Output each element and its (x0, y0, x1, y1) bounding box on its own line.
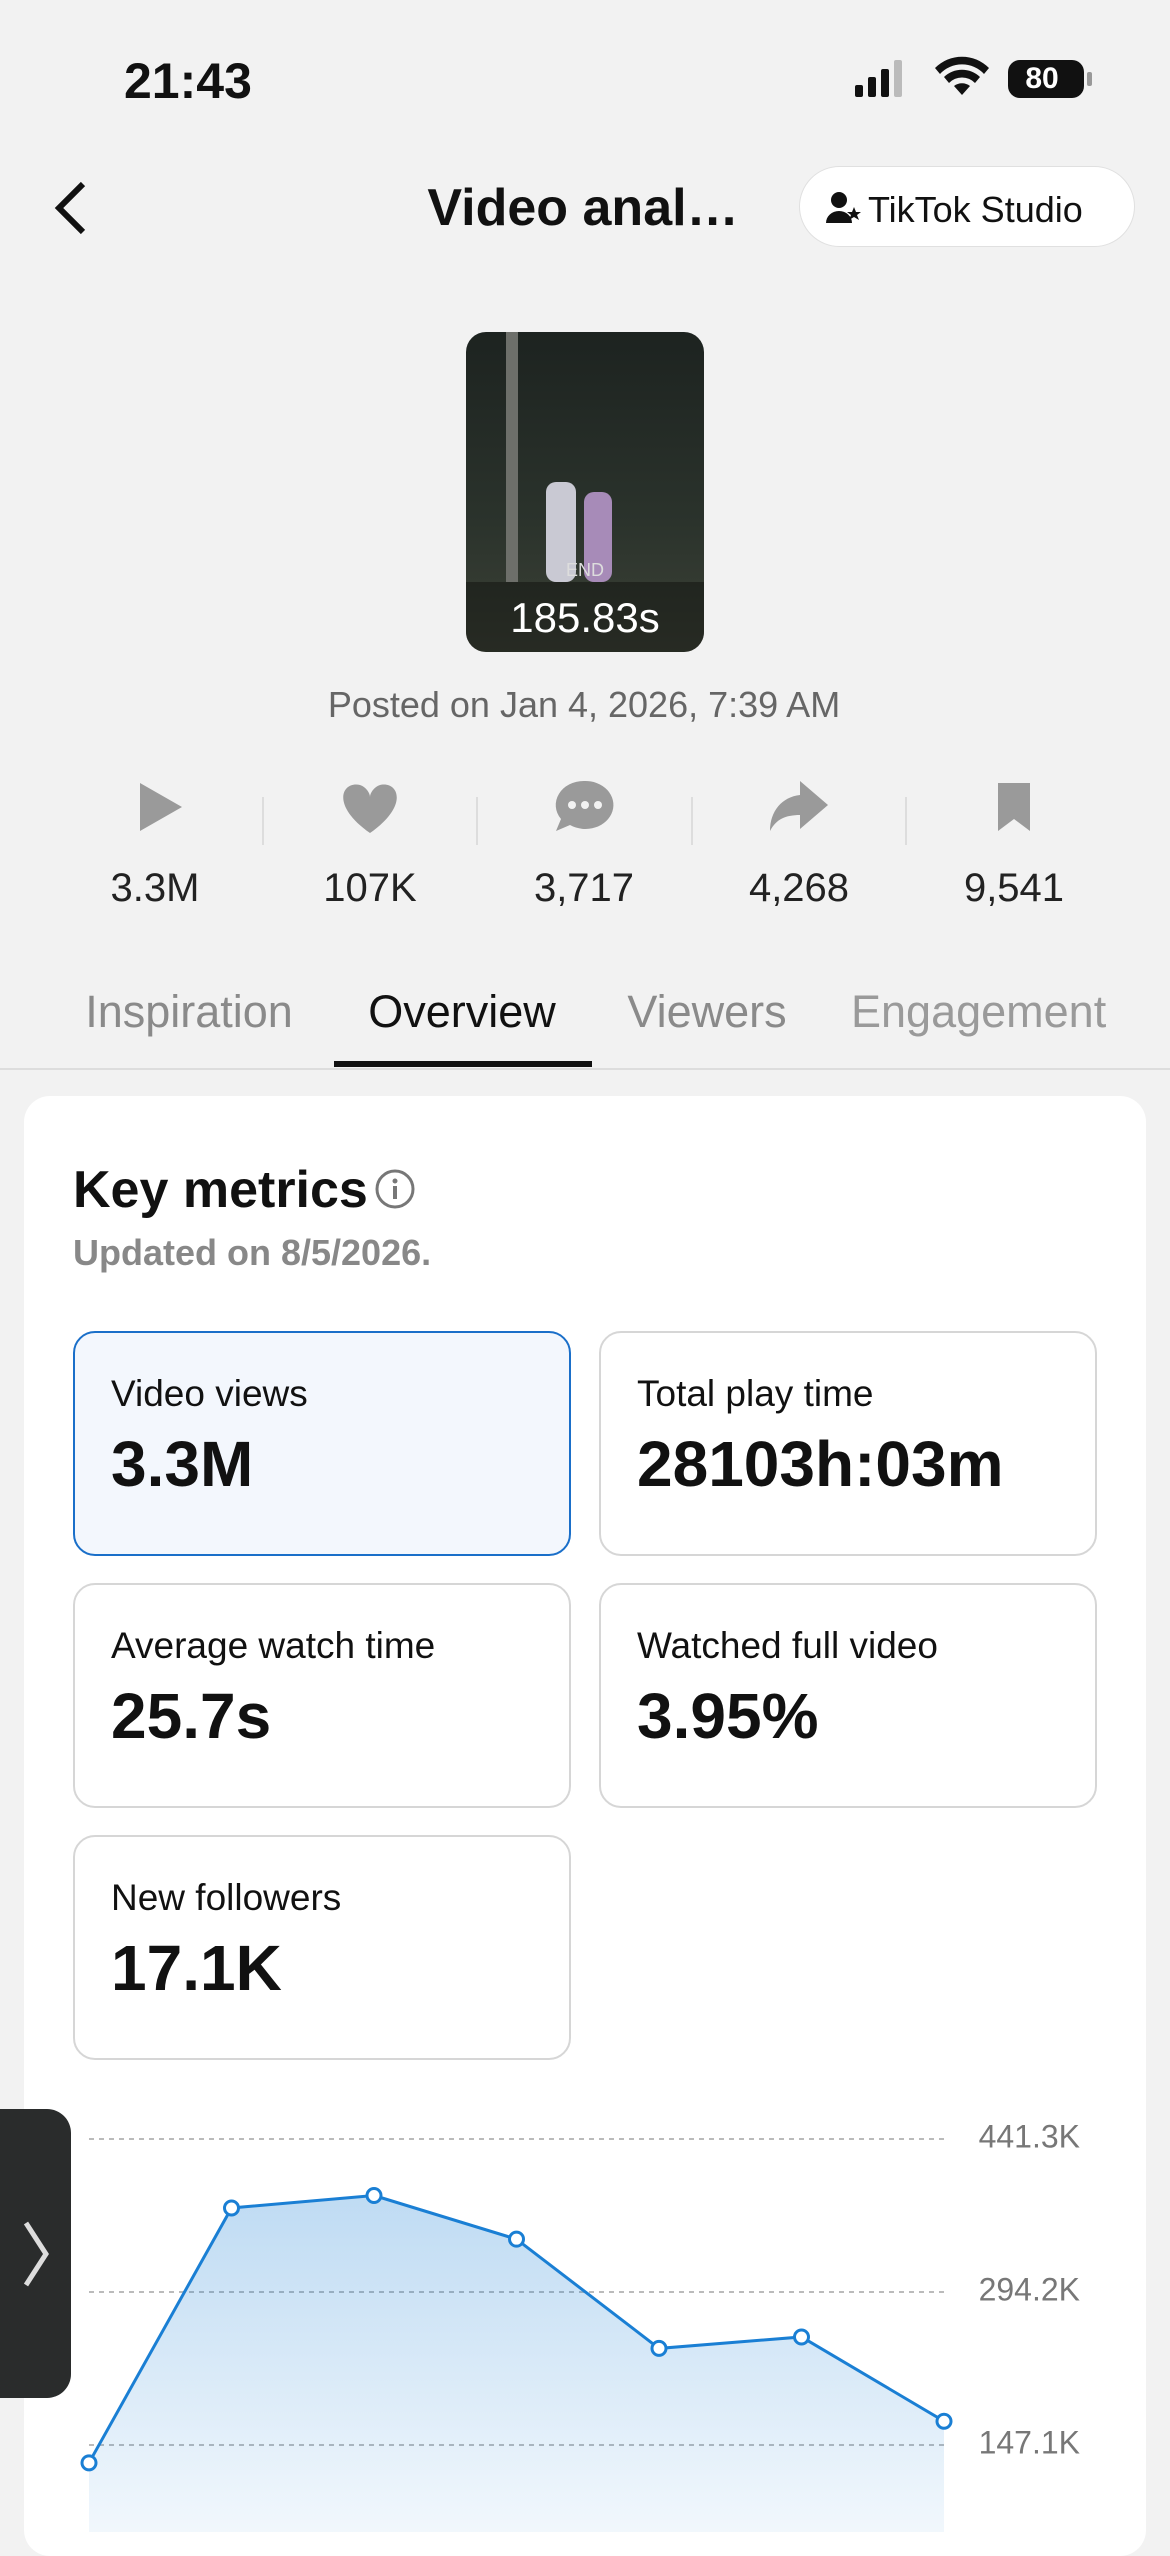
point (793, 2328, 810, 2346)
metric-label: Video views (111, 1373, 308, 1414)
stat-saves: 9,541 (963, 866, 1065, 910)
metric-box[interactable]: Watched full video 3.95% (599, 1583, 1097, 1808)
metric-box[interactable]: Total play time 28103h:03m (599, 1331, 1097, 1556)
metric-value: 17.1K (111, 1932, 282, 2004)
updated-date: Updated on 8/5/2026. (73, 1232, 432, 1273)
info-icon[interactable] (374, 1168, 416, 1210)
tab-divider (0, 1068, 1170, 1070)
header-title: Video anal… (427, 179, 739, 237)
metric-box[interactable]: Average watch time 25.7s (73, 1583, 571, 1808)
y-tick-label: 147.1K (979, 2424, 1080, 2460)
point (80, 2454, 98, 2472)
chevron (23, 2221, 49, 2287)
video-thumbnail[interactable]: END 185.83s (466, 332, 704, 652)
battery-level: 80 (1025, 62, 1058, 95)
y-tick-label: 441.3K (979, 2118, 1080, 2154)
back-button[interactable] (45, 180, 95, 236)
metric-label: Total play time (637, 1373, 874, 1414)
posted-date: Posted on Jan 4, 2026, 7:39 AM (327, 684, 841, 725)
point (223, 2199, 240, 2217)
studio-icon (826, 192, 861, 223)
stat-icons (140, 780, 1030, 845)
tab[interactable]: Viewers (627, 986, 787, 1037)
stat-likes: 107K (323, 866, 417, 910)
metric-box[interactable]: New followers 17.1K (73, 1835, 571, 2060)
studio-label: TikTok Studio (868, 189, 1083, 230)
point (935, 2412, 953, 2430)
metric-value: 28103h:03m (637, 1428, 1004, 1500)
tab[interactable]: Engagement (851, 986, 1107, 1037)
tab-underline (334, 1061, 592, 1067)
metric-value: 25.7s (111, 1680, 272, 1752)
metric-value: 3.3M (111, 1428, 254, 1500)
point (508, 2230, 525, 2248)
stat-comments: 3,717 (533, 866, 635, 910)
y-tick-label: 294.2K (979, 2271, 1080, 2307)
status-icons: 80 (855, 56, 1092, 98)
section-title: Key metrics (73, 1161, 368, 1219)
tab[interactable]: Inspiration (85, 986, 293, 1037)
end-label: END (565, 560, 605, 580)
video-duration: 185.83s (510, 594, 660, 641)
status-time: 21:43 (124, 53, 252, 109)
tab-active[interactable]: Overview (368, 986, 556, 1037)
metric-label: New followers (111, 1877, 342, 1918)
point (650, 2339, 668, 2357)
metric-label: Average watch time (111, 1625, 436, 1666)
stat-views: 3.3M (110, 866, 200, 910)
metric-label: Watched full video (637, 1625, 938, 1666)
stat-shares: 4,268 (748, 866, 850, 910)
point (365, 2186, 383, 2204)
side-drawer-handle[interactable] (0, 2109, 71, 2398)
area-fill (89, 2195, 944, 2532)
metric-box-selected[interactable]: Video views 3.3M (73, 1331, 571, 1556)
metric-value: 3.95% (637, 1680, 819, 1752)
studio-button[interactable]: TikTok Studio (799, 166, 1135, 247)
